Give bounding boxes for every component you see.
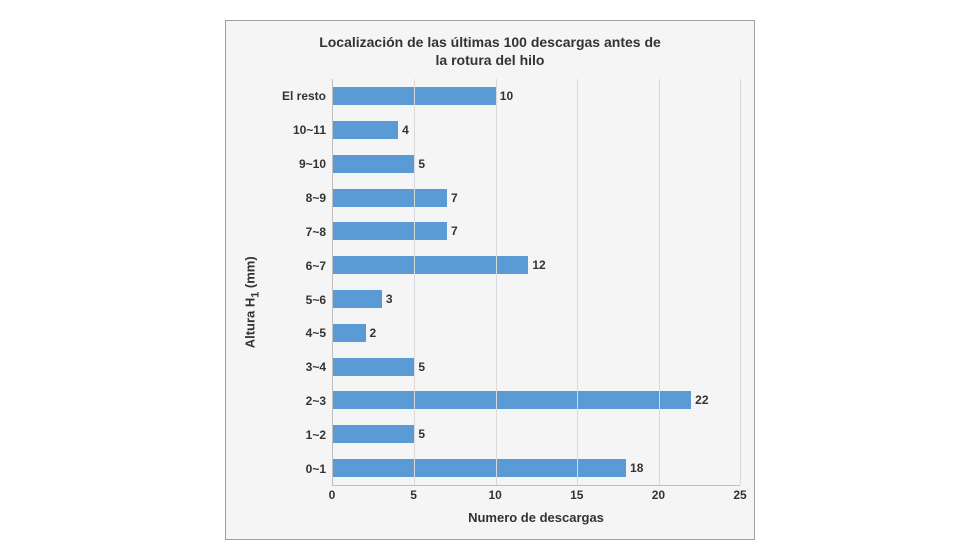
bar-row: 5 xyxy=(333,424,740,444)
category-label: 4~5 xyxy=(264,326,332,340)
bar-row: 22 xyxy=(333,390,740,410)
bar xyxy=(333,189,447,207)
x-ticks: 0510152025 xyxy=(332,486,740,508)
gridline xyxy=(659,79,660,485)
bar-value-label: 22 xyxy=(691,393,708,407)
bar-value-label: 5 xyxy=(414,427,425,441)
bar-row: 7 xyxy=(333,221,740,241)
bar-row: 7 xyxy=(333,188,740,208)
bar xyxy=(333,425,414,443)
category-label: 10~11 xyxy=(264,123,332,137)
x-tick: 5 xyxy=(410,488,417,502)
chart-body: Altura H1 (mm) El resto 10~11 9~10 8~9 7~8 6~… xyxy=(240,79,740,525)
category-label: 6~7 xyxy=(264,259,332,273)
bar-row: 12 xyxy=(333,255,740,275)
bar xyxy=(333,324,366,342)
bar xyxy=(333,290,382,308)
category-label: 0~1 xyxy=(264,462,332,476)
chart-title: Localización de las últimas 100 descarga… xyxy=(240,29,740,79)
chart-title-line2: la rotura del hilo xyxy=(436,52,545,68)
y-axis-label: Altura H1 (mm) xyxy=(243,256,262,348)
category-labels: El resto 10~11 9~10 8~9 7~8 6~7 5~6 4~5 3~4 2~3 1~… xyxy=(264,79,332,486)
bar xyxy=(333,391,691,409)
bar-row: 3 xyxy=(333,289,740,309)
x-axis-label: Numero de descargas xyxy=(264,508,740,525)
bar-row: 2 xyxy=(333,323,740,343)
bar-value-label: 3 xyxy=(382,292,393,306)
bar-value-label: 12 xyxy=(528,258,545,272)
bar xyxy=(333,121,398,139)
bar xyxy=(333,459,626,477)
x-tick: 20 xyxy=(652,488,665,502)
gridline xyxy=(496,79,497,485)
category-label: 7~8 xyxy=(264,225,332,239)
x-tick: 10 xyxy=(489,488,502,502)
bar-row: 4 xyxy=(333,120,740,140)
gridline xyxy=(577,79,578,485)
x-tick: 15 xyxy=(570,488,583,502)
plot-area: 10 4 5 7 7 12 3 2 5 22 5 18 xyxy=(332,79,740,486)
bar-row: 5 xyxy=(333,357,740,377)
bar-value-label: 2 xyxy=(366,326,377,340)
x-tick: 25 xyxy=(733,488,746,502)
bar-value-label: 7 xyxy=(447,191,458,205)
gridline xyxy=(740,79,741,485)
gridline xyxy=(414,79,415,485)
bar-value-label: 7 xyxy=(447,224,458,238)
bar-value-label: 4 xyxy=(398,123,409,137)
x-ticks-row: 0510152025 xyxy=(264,486,740,508)
bar-row: 5 xyxy=(333,154,740,174)
category-label: 1~2 xyxy=(264,428,332,442)
plot-row: El resto 10~11 9~10 8~9 7~8 6~7 5~6 4~5 3~4 2~3 1~… xyxy=(264,79,740,486)
x-tick: 0 xyxy=(329,488,336,502)
bar xyxy=(333,358,414,376)
chart-panel: Localización de las últimas 100 descarga… xyxy=(225,20,755,540)
bar-value-label: 18 xyxy=(626,461,643,475)
category-label: 9~10 xyxy=(264,157,332,171)
bar-row: 10 xyxy=(333,86,740,106)
bar-value-label: 10 xyxy=(496,89,513,103)
bar-value-label: 5 xyxy=(414,360,425,374)
y-axis-label-container: Altura H1 (mm) xyxy=(240,79,264,525)
category-label: 5~6 xyxy=(264,293,332,307)
category-label: El resto xyxy=(264,89,332,103)
bars-container: 10 4 5 7 7 12 3 2 5 22 5 18 xyxy=(333,79,740,485)
category-label: 3~4 xyxy=(264,360,332,374)
bar-row: 18 xyxy=(333,458,740,478)
category-label: 2~3 xyxy=(264,394,332,408)
chart-title-line1: Localización de las últimas 100 descarga… xyxy=(319,34,661,50)
category-label: 8~9 xyxy=(264,191,332,205)
bar xyxy=(333,222,447,240)
bar xyxy=(333,155,414,173)
bar-value-label: 5 xyxy=(414,157,425,171)
bar xyxy=(333,256,528,274)
plot-column: El resto 10~11 9~10 8~9 7~8 6~7 5~6 4~5 3~4 2~3 1~… xyxy=(264,79,740,525)
